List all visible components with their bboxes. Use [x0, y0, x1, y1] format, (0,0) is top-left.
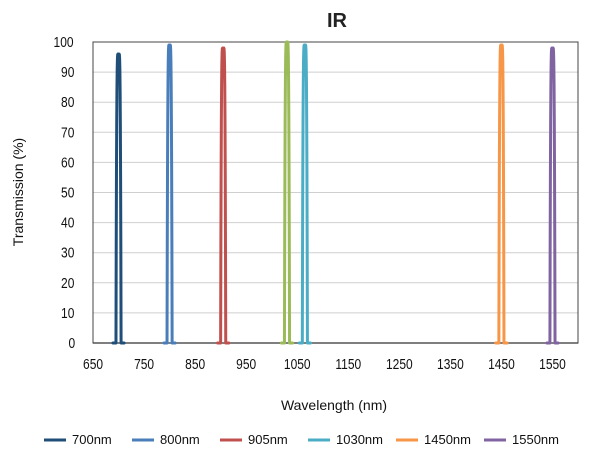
y-axis-label: Transmission (%): [10, 138, 26, 246]
y-tick-label: 60: [61, 154, 75, 171]
y-tick-label: 10: [61, 305, 75, 322]
series-lines: [111, 40, 560, 345]
x-tick-label: 1250: [386, 356, 413, 373]
legend-label-800nm: 800nm: [160, 432, 200, 447]
legend-label-1550nm: 1550nm: [512, 432, 559, 447]
series-line-1550nm: [545, 46, 560, 345]
x-tick-label: 850: [185, 356, 205, 373]
legend-label-1030nm: 1030nm: [336, 432, 383, 447]
legend-label-905nm: 905nm: [248, 432, 288, 447]
series-line-700nm: [111, 52, 126, 345]
legend: 700nm 800nm 905nm 1030nm 1450nm 1550nm: [44, 432, 559, 447]
y-tick-label: 20: [61, 275, 75, 292]
y-tick-label: 0: [69, 335, 76, 352]
x-tick-labels: 650 750 850 950 1050 1150 1250 1350 1450 1550: [83, 356, 566, 373]
chart-title: IR: [327, 10, 348, 32]
x-tick-label: 1450: [488, 356, 515, 373]
y-tick-label: 80: [61, 94, 75, 111]
x-tick-label: 750: [134, 356, 154, 373]
legend-label-1450nm: 1450nm: [424, 432, 471, 447]
series-line-unlabeled-6: [279, 40, 295, 345]
x-tick-label: 1350: [437, 356, 464, 373]
y-tick-labels: 0 10 20 30 40 50 60 70 80 90 100: [54, 34, 76, 352]
y-tick-label: 100: [54, 34, 74, 51]
y-tick-label: 70: [61, 124, 75, 141]
legend-label-700nm: 700nm: [72, 432, 112, 447]
series-line-1030nm: [297, 43, 312, 345]
y-tick-label: 50: [61, 184, 75, 201]
x-tick-label: 1150: [335, 356, 361, 373]
x-tick-label: 1050: [284, 356, 311, 373]
x-tick-label: 950: [236, 356, 256, 373]
series-line-905nm: [216, 46, 231, 345]
x-tick-label: 650: [83, 356, 103, 373]
series-line-800nm: [162, 43, 177, 345]
y-tick-label: 90: [61, 64, 75, 81]
x-axis-label: Wavelength (nm): [281, 397, 387, 413]
y-tick-label: 30: [61, 244, 75, 261]
y-tick-label: 40: [61, 214, 75, 231]
series-line-1450nm: [494, 43, 509, 345]
x-tick-label: 1550: [539, 356, 566, 373]
